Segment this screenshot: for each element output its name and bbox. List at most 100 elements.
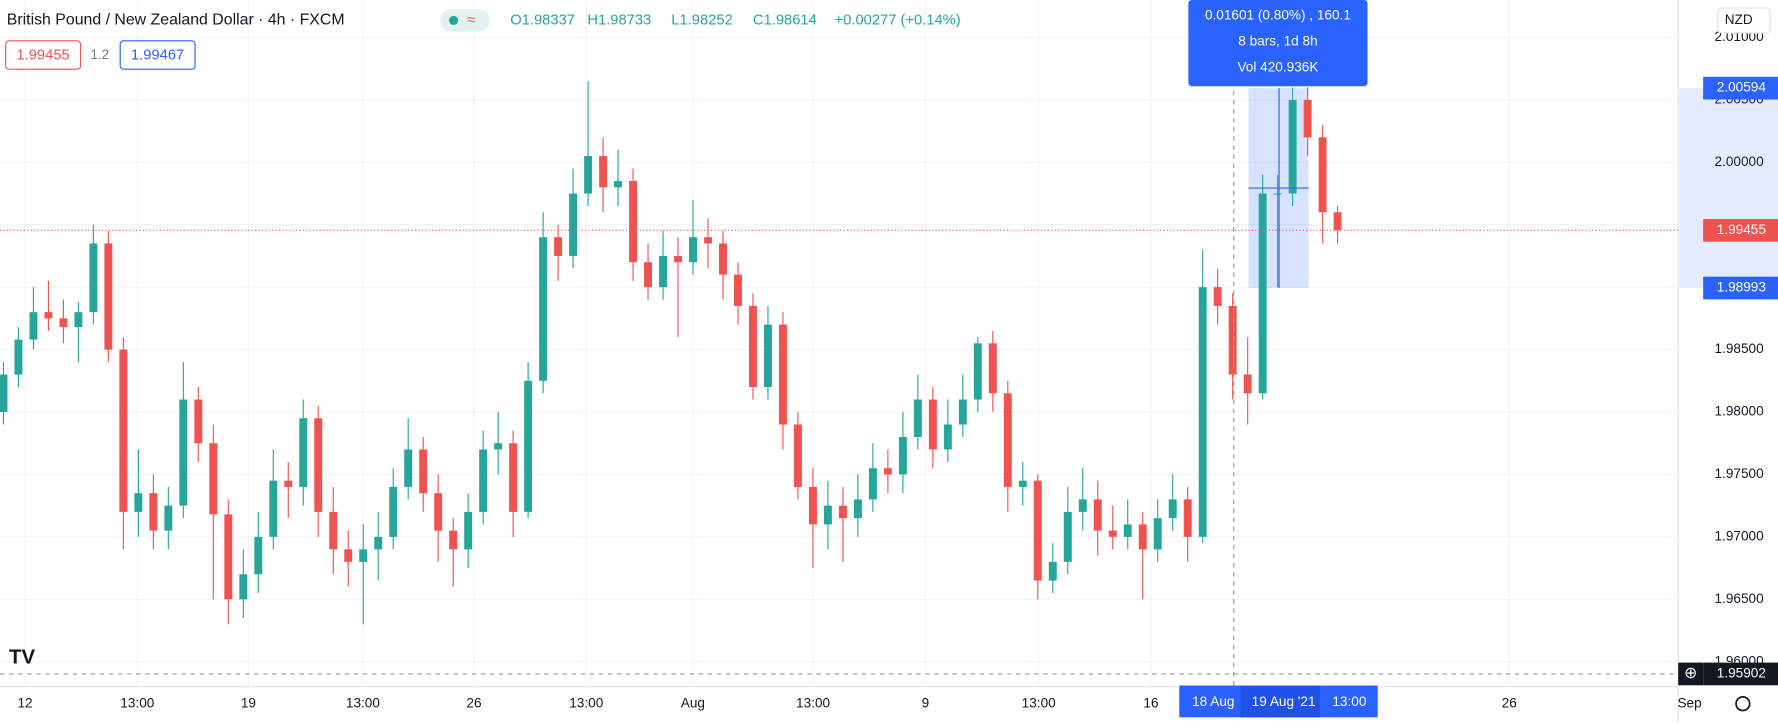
candle-body xyxy=(838,505,847,519)
candle-body xyxy=(1018,480,1027,487)
candle-body xyxy=(344,549,353,562)
candle-body xyxy=(973,343,982,400)
currency-dropdown[interactable] xyxy=(1717,7,1771,34)
candle-body xyxy=(539,237,548,381)
price-label-bg xyxy=(1703,276,1778,300)
spread: 1.2 xyxy=(90,47,109,62)
x-tick-label: 26 xyxy=(1502,695,1517,710)
candle-body xyxy=(554,237,563,256)
y-tick-label: 1.98500 xyxy=(1715,341,1765,356)
y-tick-label: 2.00000 xyxy=(1715,154,1765,169)
time-cross-bg xyxy=(1240,685,1320,718)
candle-body xyxy=(719,243,727,275)
candle-body xyxy=(314,418,323,512)
candle-body xyxy=(763,324,772,388)
candle-body xyxy=(1333,212,1342,231)
candle-body xyxy=(1288,99,1297,194)
price-label-bg xyxy=(1703,76,1778,100)
candle-body xyxy=(943,424,952,450)
candle-body xyxy=(329,511,338,550)
x-tick-label: 13:00 xyxy=(796,695,830,710)
price-label-bg xyxy=(1703,662,1778,686)
logo[interactable]: TV xyxy=(9,647,35,669)
candle-body xyxy=(119,349,128,512)
candle-body xyxy=(299,418,308,487)
candle-body xyxy=(1168,499,1177,519)
candle-body xyxy=(284,480,293,487)
candle-body xyxy=(629,181,638,263)
price-label: 1.95902 xyxy=(1717,666,1766,681)
candle-body xyxy=(374,536,383,550)
ohlc-value: H1.98733 xyxy=(587,12,651,28)
candle-body xyxy=(149,493,158,531)
candle-body xyxy=(1093,499,1102,531)
candle-body xyxy=(1318,137,1327,213)
candle-body xyxy=(479,449,488,512)
ohlc-value: L1.98252 xyxy=(671,12,732,28)
x-tick-label: 16 xyxy=(1143,695,1158,710)
candle-body xyxy=(524,380,533,512)
candle-body xyxy=(1048,561,1057,581)
status-icon: ≈ xyxy=(467,12,475,28)
candle-body xyxy=(419,449,428,494)
candle-body xyxy=(689,237,697,263)
candle-body xyxy=(1183,499,1192,537)
ohlc-value: C1.98614 xyxy=(753,12,817,28)
candle-body xyxy=(734,274,742,306)
measure-tooltip-text: Vol 420.936K xyxy=(1237,60,1318,75)
candle-body xyxy=(659,255,668,288)
x-tick-label: 13:00 xyxy=(1022,695,1056,710)
candle-body xyxy=(359,549,368,562)
candle-body xyxy=(194,399,203,444)
candle-body xyxy=(1273,193,1282,195)
candle-body xyxy=(778,324,787,425)
x-tick-label: 13:00 xyxy=(569,695,603,710)
add-alert-icon[interactable]: ⊕ xyxy=(1684,665,1697,682)
candle-body xyxy=(988,343,997,394)
measure-tooltip xyxy=(1188,0,1368,87)
candle-body xyxy=(1033,480,1042,581)
status-dot xyxy=(449,15,459,25)
candle-body xyxy=(14,339,23,375)
candle-body xyxy=(209,443,218,515)
candle-body xyxy=(0,374,8,413)
candle-body xyxy=(1303,99,1312,138)
price-label: 1.98993 xyxy=(1717,280,1766,295)
candle-body xyxy=(1108,530,1117,537)
candle-body xyxy=(1213,287,1222,306)
candle-body xyxy=(853,499,862,519)
price-label-bg xyxy=(1703,218,1778,242)
candle-body xyxy=(449,530,458,550)
x-tick-label: 12 xyxy=(17,695,32,710)
settings-icon[interactable] xyxy=(1735,696,1751,712)
candle-body xyxy=(928,399,937,450)
x-tick-label: 13:00 xyxy=(120,695,154,710)
candle-body xyxy=(269,480,278,537)
x-tick-label: 19 xyxy=(241,695,256,710)
candle-body xyxy=(389,486,398,537)
ohlc-value: +0.00277 (+0.14%) xyxy=(835,12,961,28)
candle-body xyxy=(1138,524,1147,550)
sell-button[interactable] xyxy=(5,40,82,70)
candle-body xyxy=(404,449,413,487)
price-label: 1.99455 xyxy=(1717,222,1766,237)
x-tick-label: 13:00 xyxy=(346,695,380,710)
x-tick-label: 9 xyxy=(922,695,930,710)
buy-button[interactable] xyxy=(119,40,196,70)
y-tick-label: 1.97500 xyxy=(1715,466,1765,481)
candle-body xyxy=(913,399,922,437)
candle-body xyxy=(1258,193,1267,394)
price-axis-highlight xyxy=(1679,88,1778,289)
candle-body xyxy=(464,511,473,550)
candle-body xyxy=(1063,511,1072,562)
measure-tooltip-text: 0.01601 (0.80%) , 160.1 xyxy=(1205,7,1351,22)
candle-body xyxy=(898,436,907,475)
candle-body xyxy=(823,505,832,525)
candle-body xyxy=(59,318,68,328)
candle-body xyxy=(44,312,53,319)
status-badge[interactable] xyxy=(439,9,490,32)
candle-body xyxy=(224,514,233,600)
candle-body xyxy=(569,193,578,256)
